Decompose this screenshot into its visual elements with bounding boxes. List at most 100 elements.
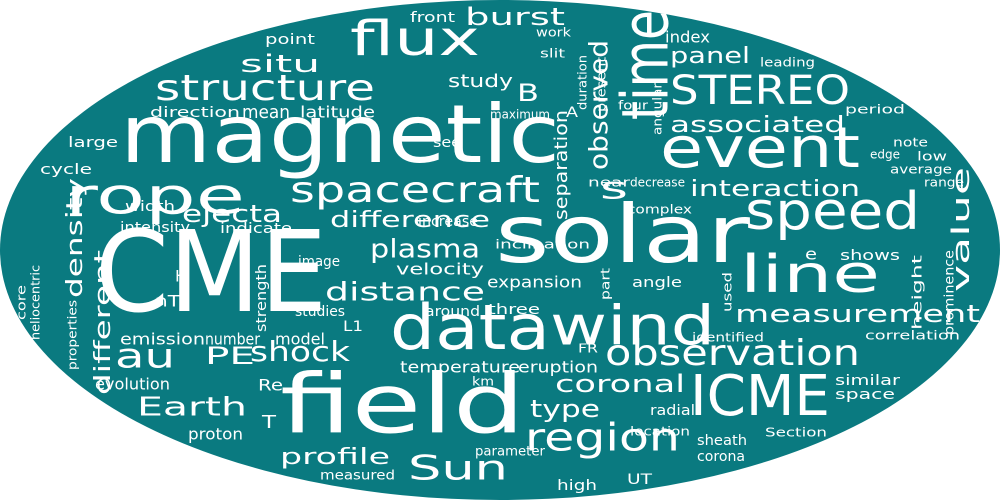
word: wind (550, 295, 715, 358)
word: structure (155, 68, 375, 109)
word: FR (578, 342, 598, 356)
word: properties (66, 300, 80, 370)
word: different (91, 249, 116, 395)
word: nT (155, 292, 180, 311)
word: density (63, 178, 88, 298)
word: strength (254, 264, 270, 332)
word: parameter (475, 445, 546, 460)
word: sheath (697, 433, 747, 449)
word: leading (760, 56, 815, 70)
word: model (275, 330, 325, 349)
word: slit (540, 47, 565, 61)
word: intensity (120, 220, 190, 236)
word: studies (295, 304, 345, 320)
word: L1 (343, 319, 363, 335)
word: direction (150, 105, 240, 121)
word: angle (632, 275, 682, 291)
word: low (917, 150, 947, 164)
word: work (536, 26, 571, 40)
word: au (115, 337, 175, 377)
word: region (525, 416, 680, 460)
word: associated (670, 113, 845, 138)
word: Sun (408, 449, 508, 489)
word: radial (650, 403, 695, 419)
word: emission (120, 330, 205, 349)
word: A (566, 105, 579, 121)
word: velocity (396, 260, 484, 279)
word: core (15, 285, 29, 320)
word: data (390, 291, 550, 364)
word: indicate (220, 221, 292, 237)
word: plasma (370, 235, 480, 265)
word: s (600, 172, 628, 207)
word: speed (745, 182, 920, 242)
word: see (433, 135, 461, 151)
word: location (630, 425, 690, 439)
word: profile (280, 445, 390, 470)
word: image (298, 254, 340, 270)
word: km (472, 375, 494, 389)
word: space (835, 387, 895, 403)
word: identified (692, 331, 764, 345)
word: Re (258, 376, 283, 395)
word: near (588, 176, 630, 190)
word: increase (418, 214, 478, 230)
word: flux (350, 11, 480, 67)
word: high (557, 478, 597, 494)
word: maximum (490, 108, 550, 122)
word: observation (605, 333, 860, 374)
word: duration (576, 55, 590, 110)
word: panel (670, 44, 750, 69)
word: front (410, 10, 456, 26)
word: three (488, 302, 540, 318)
word-layer: CME magnetic solar field data time event… (15, 3, 981, 494)
word: shock (250, 335, 351, 368)
word: burst (465, 3, 565, 31)
word: temperature (400, 358, 520, 377)
word: note (893, 136, 928, 150)
word: H (175, 267, 187, 286)
word: latitude (300, 103, 375, 122)
word: prominence (943, 250, 958, 335)
word: average (890, 163, 952, 177)
word: UT (627, 472, 653, 488)
word: study (448, 71, 513, 92)
word: edge (870, 148, 900, 162)
word: number (205, 330, 260, 349)
word: type (530, 395, 600, 423)
word: ejecta (182, 200, 282, 228)
word: four (618, 99, 648, 113)
word: shows (840, 248, 900, 264)
word: difference (330, 208, 490, 233)
word: CME (95, 208, 327, 338)
word: STEREO (670, 68, 850, 114)
word: value (947, 167, 975, 292)
word: around (425, 304, 480, 320)
word: separation (551, 110, 572, 220)
word: Section (765, 426, 827, 440)
word: time (610, 10, 684, 120)
word: index (665, 28, 710, 47)
word: ICME (690, 364, 830, 429)
word: cycle (40, 162, 92, 178)
word: present (595, 57, 609, 112)
word: similar (835, 373, 900, 389)
word: angular (651, 83, 665, 135)
word: coronal (555, 370, 685, 398)
word: evolution (95, 375, 170, 394)
word: event (660, 116, 860, 181)
word: e (805, 245, 817, 264)
word: range (924, 176, 964, 190)
word: inclination (495, 238, 590, 252)
word: width (125, 199, 175, 215)
word: field (280, 357, 525, 452)
word: eruption (518, 358, 598, 377)
word: measured (320, 469, 395, 484)
word: magnetic (120, 88, 560, 181)
word: large (68, 135, 118, 151)
word: situ (240, 50, 320, 78)
word: used (721, 272, 735, 312)
word: observed (585, 40, 615, 170)
